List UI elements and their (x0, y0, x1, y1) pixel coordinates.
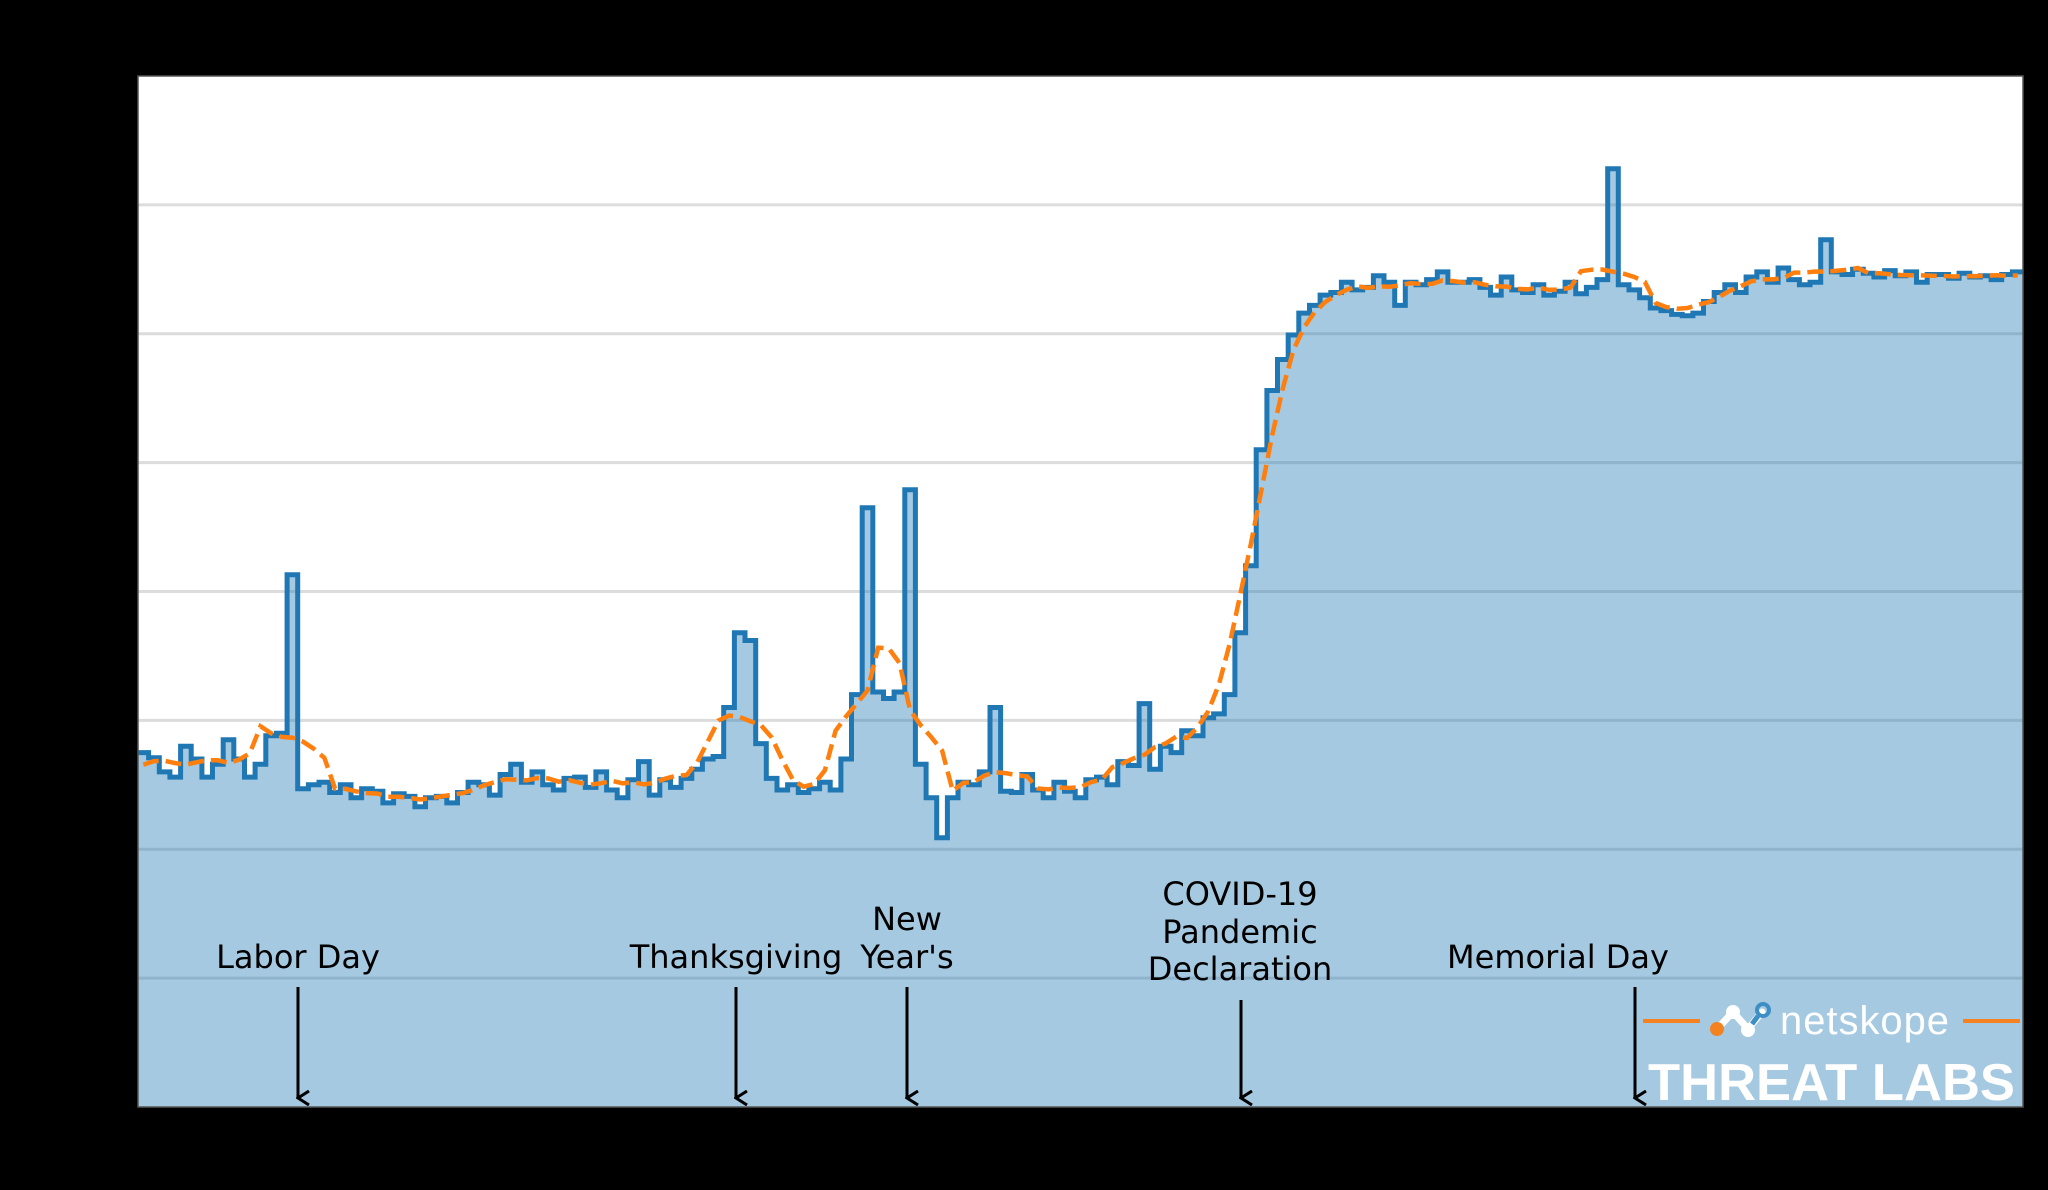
rolling-average-line (142, 265, 2018, 802)
series-step-line (138, 166, 2023, 841)
annotation-label-line-2: Year's (859, 938, 953, 976)
annotation-label-line-1: COVID-19 (1162, 875, 1317, 913)
annotation-memorial-day: Memorial Day (1447, 938, 1669, 1098)
annotation-labor-day: Labor Day (216, 938, 380, 1098)
series-area-fill (138, 168, 2023, 1108)
annotation-label: Memorial Day (1447, 938, 1669, 976)
annotation-label-line-1: New (872, 900, 942, 938)
annotation-label: Labor Day (216, 938, 380, 976)
logo-subtitle-text: THREAT LABS (1648, 1054, 2015, 1112)
annotation-label-line-2: Pandemic (1162, 913, 1317, 951)
annotation-new-years: New Year's (859, 900, 954, 1098)
plot-frame (137, 75, 2024, 1108)
netskope-threat-labs-logo: netskope THREAT LABS (1643, 999, 2020, 1112)
annotation-label: Thanksgiving (629, 938, 843, 976)
annotation-label-line-3: Declaration (1148, 950, 1332, 988)
logo-brand-text: netskope (1780, 999, 1950, 1043)
netskope-mark-icon (1710, 1002, 1771, 1037)
annotation-thanksgiving: Thanksgiving (629, 938, 843, 1098)
annotation-covid: COVID-19 Pandemic Declaration (1148, 875, 1332, 1098)
y-gridlines (138, 203, 2023, 980)
